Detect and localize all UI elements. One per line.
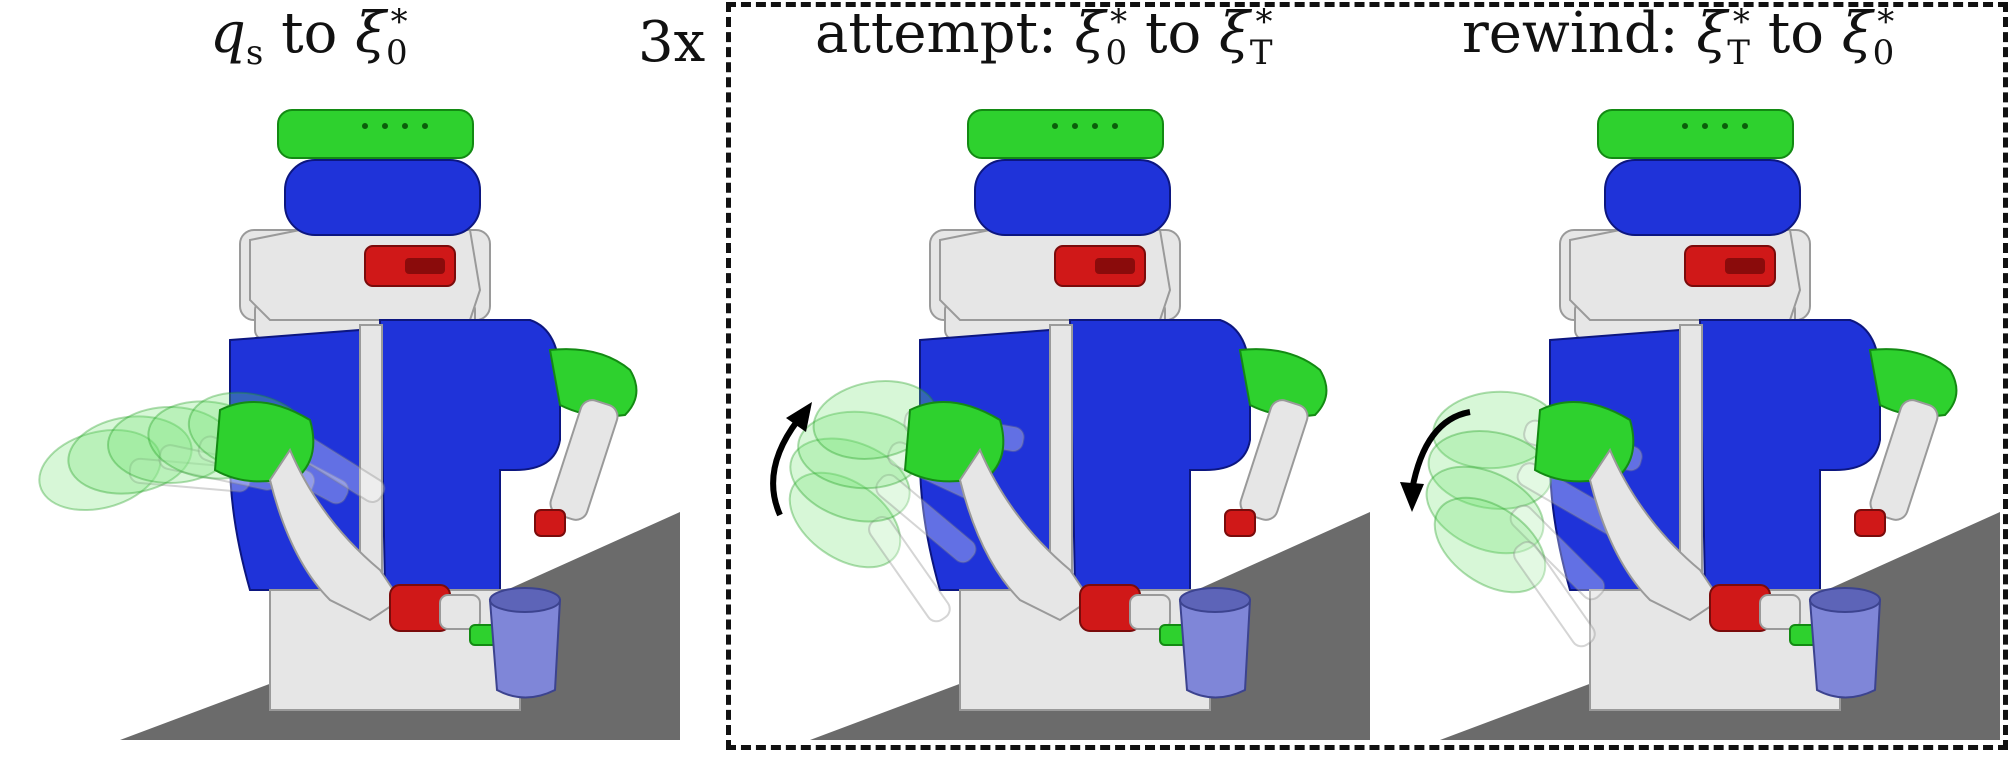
robot-sensor-bar <box>1597 109 1794 159</box>
robot-sensor-bar <box>967 109 1164 159</box>
robot-left-forearm <box>1588 447 1722 622</box>
caption-from: ξT* <box>1696 5 1750 70</box>
caption-word: to <box>1144 1 1202 66</box>
ghost-forearm-pose <box>875 473 977 564</box>
caption-to: ξT* <box>1219 5 1273 70</box>
from-symbol: q <box>210 1 246 66</box>
robot-spine <box>359 324 383 591</box>
ghost-arm-pose <box>1425 465 1545 555</box>
caption-to: ξ0* <box>1842 5 1894 70</box>
repeat-box <box>726 2 2008 750</box>
scene-rewind <box>1400 109 2000 740</box>
to-symbol: ξ <box>1219 1 1250 66</box>
scene-attempt <box>770 109 1370 740</box>
robot-spine <box>1049 324 1073 591</box>
robot-body-right <box>1698 319 1881 591</box>
from-superscript: * <box>1110 2 1128 43</box>
to-superscript: * <box>1877 2 1895 43</box>
robot-body-right <box>378 319 561 591</box>
to-subscript: 0 <box>1872 32 1895 73</box>
ghost-arm-pose <box>1433 496 1547 594</box>
caption-to: ξ0* <box>355 5 407 70</box>
ghost-arm-pose <box>1427 430 1553 510</box>
cup-rim <box>1179 587 1251 613</box>
caption-rewind: rewind: ξT* to ξ0* <box>1462 5 1894 70</box>
from-subscript: 0 <box>1105 32 1128 73</box>
caption-word: to <box>281 1 338 66</box>
robot-right-wrist <box>534 509 566 537</box>
robot-left-gripper-tip <box>439 594 481 630</box>
to-subscript: 0 <box>386 32 408 73</box>
cup <box>1808 599 1882 699</box>
to-superscript: * <box>390 2 408 43</box>
cup-rim <box>1809 587 1881 613</box>
to-symbol: ξ <box>1841 1 1873 66</box>
caption-from: qs <box>210 6 263 70</box>
from-subscript: T <box>1727 32 1750 73</box>
caption-word: to <box>1767 1 1824 66</box>
robot-left-gripper-tip <box>1759 594 1801 630</box>
motion-arrow <box>770 418 801 517</box>
to-symbol: ξ <box>355 1 386 66</box>
robot-left-forearm <box>958 447 1092 622</box>
ghost-forearm-pose <box>868 516 951 623</box>
robot-right-wrist <box>1854 509 1886 537</box>
ghost-forearm-pose <box>1513 541 1596 648</box>
sensor-dots <box>1052 123 1118 129</box>
motion-arrow-head <box>1400 482 1424 512</box>
sensor-dots <box>362 123 428 129</box>
robot-head-camera-slot <box>1725 258 1765 274</box>
robot-spine <box>1679 324 1703 591</box>
to-superscript: * <box>1255 2 1273 43</box>
caption-prefix: attempt: <box>815 1 1057 66</box>
from-symbol: ξ <box>1074 1 1106 66</box>
ghost-arm-pose <box>38 428 162 512</box>
to-subscript: T <box>1249 32 1273 73</box>
robot-head <box>974 159 1171 236</box>
repeat-label: 3x <box>638 10 706 75</box>
from-symbol: ξ <box>1696 1 1728 66</box>
robot-head <box>284 159 481 236</box>
ghost-arm-pose <box>788 471 902 569</box>
robot-left-forearm <box>268 447 402 622</box>
caption-attempt: attempt: ξ0* to ξT* <box>815 5 1273 70</box>
sensor-dots <box>1682 123 1748 129</box>
motion-arrow-head <box>786 402 812 432</box>
robot-head-camera-slot <box>1095 258 1135 274</box>
scene-approach <box>38 109 680 740</box>
caption-prefix: rewind: <box>1462 1 1679 66</box>
caption-from: ξ0* <box>1075 5 1127 70</box>
robot-sensor-bar <box>277 109 474 159</box>
ghost-forearm-pose <box>1509 504 1606 601</box>
cup <box>1178 599 1252 699</box>
cup-rim <box>489 587 561 613</box>
robot-body-right <box>1068 319 1251 591</box>
robot-head-camera-slot <box>405 258 445 274</box>
caption-approach: qs to ξ0* <box>210 5 408 70</box>
from-superscript: * <box>1732 2 1750 43</box>
robot-left-gripper-tip <box>1129 594 1171 630</box>
robot-head <box>1604 159 1801 236</box>
ghost-arm-pose <box>789 437 911 523</box>
ghost-arm-pose <box>67 415 193 495</box>
motion-arrow <box>1409 409 1471 491</box>
robot-right-wrist <box>1224 509 1256 537</box>
from-subscript: s <box>245 32 264 73</box>
cup <box>488 599 562 699</box>
